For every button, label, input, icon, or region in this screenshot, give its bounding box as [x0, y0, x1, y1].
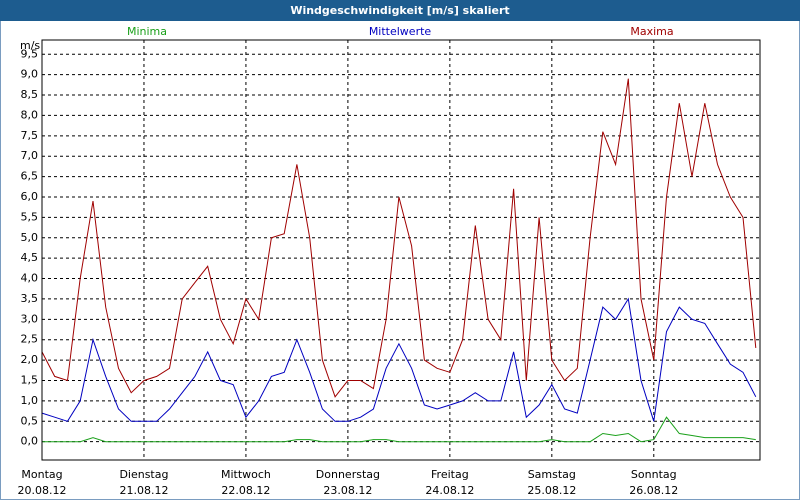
y-tick-label: 1,0	[21, 394, 39, 407]
y-tick-label: 6,5	[21, 170, 39, 183]
chart-title: Windgeschwindigkeit [m/s] skaliert	[290, 4, 509, 17]
series-line	[42, 416, 756, 443]
x-tick-date: 24.08.12	[425, 484, 474, 497]
x-tick-label: Dienstag	[119, 468, 168, 481]
y-tick-label: 5,0	[21, 231, 39, 244]
x-tick-label: Montag	[21, 468, 62, 481]
y-tick-label: 3,5	[21, 292, 39, 305]
y-tick-label: 3,0	[21, 312, 39, 325]
plot-border	[41, 39, 761, 461]
y-tick-label: 5,5	[21, 210, 39, 223]
y-tick-label: 7,5	[21, 129, 39, 142]
y-tick-label: 0,0	[21, 435, 39, 448]
x-tick-label: Freitag	[431, 468, 469, 481]
y-tick-label: 8,5	[21, 88, 39, 101]
y-tick-label: 9,5	[21, 47, 39, 60]
series-line	[41, 78, 757, 398]
legend-label: Maxima	[630, 25, 673, 38]
x-tick-date: 20.08.12	[18, 484, 67, 497]
y-tick-label: 1,5	[21, 373, 39, 386]
x-tick-date: 21.08.12	[119, 484, 168, 497]
y-tick-label: 4,5	[21, 251, 39, 264]
x-tick-label: Samstag	[528, 468, 576, 481]
x-tick-date: 25.08.12	[527, 484, 576, 497]
legend-label: Minima	[127, 25, 167, 38]
y-axis-label: m/s	[20, 39, 40, 52]
x-tick-date: 23.08.12	[323, 484, 372, 497]
legend-label: Mittelwerte	[369, 25, 432, 38]
y-tick-label: 9,0	[21, 68, 39, 81]
title-bar	[0, 0, 800, 21]
y-tick-label: 6,0	[21, 190, 39, 203]
y-tick-label: 2,5	[21, 333, 39, 346]
y-tick-label: 7,0	[21, 149, 39, 162]
y-tick-label: 4,0	[21, 272, 39, 285]
y-tick-label: 2,0	[21, 353, 39, 366]
x-tick-label: Donnerstag	[316, 468, 380, 481]
plot-area	[42, 40, 760, 460]
x-tick-label: Mittwoch	[221, 468, 271, 481]
x-tick-date: 26.08.12	[629, 484, 678, 497]
series-line	[41, 297, 757, 422]
x-tick-date: 22.08.12	[221, 484, 270, 497]
x-tick-label: Sonntag	[631, 468, 677, 481]
y-tick-label: 0,5	[21, 414, 39, 427]
y-tick-label: 8,0	[21, 108, 39, 121]
